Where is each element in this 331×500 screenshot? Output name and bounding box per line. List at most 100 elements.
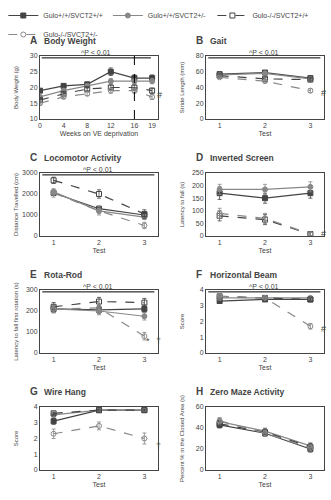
svg-text:250: 250 (192, 169, 204, 176)
svg-text:Score: Score (179, 313, 185, 329)
svg-text:1000: 1000 (22, 211, 38, 218)
svg-text:3: 3 (308, 239, 312, 246)
svg-text:Percent % in the Closed Area (: Percent % in the Closed Area (s) (179, 395, 185, 482)
svg-text:1: 1 (218, 122, 222, 129)
svg-text:#: # (321, 229, 326, 239)
svg-text:1: 1 (52, 356, 56, 363)
svg-text:3: 3 (142, 356, 146, 363)
svg-text:Test: Test (259, 481, 272, 488)
svg-text:1: 1 (34, 451, 38, 458)
svg-text:15: 15 (30, 100, 38, 107)
svg-text:3: 3 (308, 356, 312, 363)
svg-text:0: 0 (34, 349, 38, 356)
svg-text:1: 1 (200, 334, 204, 341)
svg-text:200: 200 (192, 182, 204, 189)
svg-text:3: 3 (142, 239, 146, 246)
svg-text:10: 10 (30, 115, 38, 122)
svg-text:4: 4 (200, 286, 204, 293)
svg-text:2: 2 (263, 473, 267, 480)
svg-text:C: C (30, 152, 37, 163)
svg-text:*: * (146, 336, 150, 346)
svg-text:Gulo+/+/SVCT2+/+: Gulo+/+/SVCT2+/+ (43, 12, 103, 19)
svg-text:20: 20 (30, 84, 38, 91)
svg-text:25: 25 (30, 68, 38, 75)
svg-text:Distance Travelled (cm): Distance Travelled (cm) (13, 173, 19, 236)
svg-text:80: 80 (196, 52, 204, 59)
svg-text:50: 50 (196, 220, 204, 227)
svg-text:Score: Score (13, 430, 19, 446)
svg-text:†: † (156, 441, 161, 451)
svg-text:40: 40 (196, 84, 204, 91)
svg-text:2: 2 (263, 356, 267, 363)
svg-text:A: A (30, 35, 37, 46)
svg-text:0: 0 (200, 349, 204, 356)
svg-text:Gulo-/-/SVCT2+/+: Gulo-/-/SVCT2+/+ (252, 12, 308, 19)
svg-text:0: 0 (200, 232, 204, 239)
svg-text:H: H (196, 386, 203, 397)
svg-text:B: B (196, 35, 203, 46)
svg-text:^P < 0.01: ^P < 0.01 (83, 283, 113, 290)
svg-text:3: 3 (308, 473, 312, 480)
svg-text:E: E (30, 269, 37, 280)
svg-text:2: 2 (263, 239, 267, 246)
svg-text:Test: Test (93, 481, 106, 488)
svg-text:2: 2 (263, 122, 267, 129)
svg-text:1: 1 (218, 239, 222, 246)
svg-text:16: 16 (131, 122, 139, 129)
svg-text:F: F (196, 269, 202, 280)
svg-text:Stride Length (mm): Stride Length (mm) (179, 62, 185, 113)
svg-text:150: 150 (192, 195, 204, 202)
svg-text:8: 8 (85, 122, 89, 129)
svg-text:Body Weight: Body Weight (44, 36, 96, 46)
svg-text:#: # (157, 90, 162, 100)
svg-text:Horizontal Beam: Horizontal Beam (210, 270, 278, 280)
svg-text:Test: Test (93, 247, 106, 254)
svg-text:200: 200 (26, 307, 38, 314)
svg-text:Rota-Rod: Rota-Rod (44, 270, 82, 280)
svg-text:19: 19 (148, 122, 156, 129)
svg-text:Gulo-/-/SVCT2+/-: Gulo-/-/SVCT2+/- (43, 31, 98, 38)
svg-text:300: 300 (26, 286, 38, 293)
svg-text:Gait: Gait (210, 36, 227, 46)
svg-text:Weeks on VE deprivation: Weeks on VE deprivation (60, 130, 139, 138)
svg-text:2: 2 (97, 473, 101, 480)
svg-text:20: 20 (196, 445, 204, 452)
svg-text:Test: Test (259, 247, 272, 254)
svg-text:D: D (196, 152, 203, 163)
svg-text:Test: Test (93, 364, 106, 371)
svg-text:Latency to fall (s): Latency to fall (s) (179, 182, 185, 228)
svg-text:100: 100 (26, 328, 38, 335)
svg-text:30: 30 (30, 52, 38, 59)
svg-text:4: 4 (62, 122, 66, 129)
svg-text:0: 0 (34, 466, 38, 473)
svg-text:1: 1 (52, 473, 56, 480)
svg-text:40: 40 (196, 424, 204, 431)
svg-text:0: 0 (34, 232, 38, 239)
svg-text:3000: 3000 (22, 169, 38, 176)
svg-text:Body Weight (g): Body Weight (g) (13, 66, 19, 109)
svg-text:3: 3 (200, 302, 204, 309)
svg-text:Latency to fall first rotation: Latency to fall first rotation (s) (13, 282, 19, 361)
svg-text:1: 1 (218, 356, 222, 363)
svg-text:G: G (30, 386, 38, 397)
svg-text:3: 3 (142, 473, 146, 480)
svg-text:#: # (321, 88, 326, 98)
svg-text:Test: Test (259, 364, 272, 371)
svg-text:^P < 0.01: ^P < 0.01 (249, 283, 279, 290)
svg-text:3: 3 (308, 122, 312, 129)
svg-text:60: 60 (196, 68, 204, 75)
svg-text:Zero Maze Activity: Zero Maze Activity (210, 387, 285, 397)
svg-text:Gulo+/+/SVCT2+/-: Gulo+/+/SVCT2+/- (148, 12, 206, 19)
svg-text:^P < 0.01: ^P < 0.01 (249, 49, 279, 56)
svg-text:#: # (321, 324, 326, 334)
svg-text:2: 2 (97, 356, 101, 363)
svg-text:60: 60 (196, 403, 204, 410)
svg-text:Test: Test (259, 130, 272, 137)
svg-text:^P < 0.01: ^P < 0.01 (81, 49, 111, 56)
svg-text:2000: 2000 (22, 190, 38, 197)
svg-text:2: 2 (97, 239, 101, 246)
svg-text:100: 100 (192, 207, 204, 214)
svg-text:1: 1 (52, 239, 56, 246)
svg-text:Inverted Screen: Inverted Screen (210, 153, 274, 163)
svg-text:4: 4 (34, 403, 38, 410)
